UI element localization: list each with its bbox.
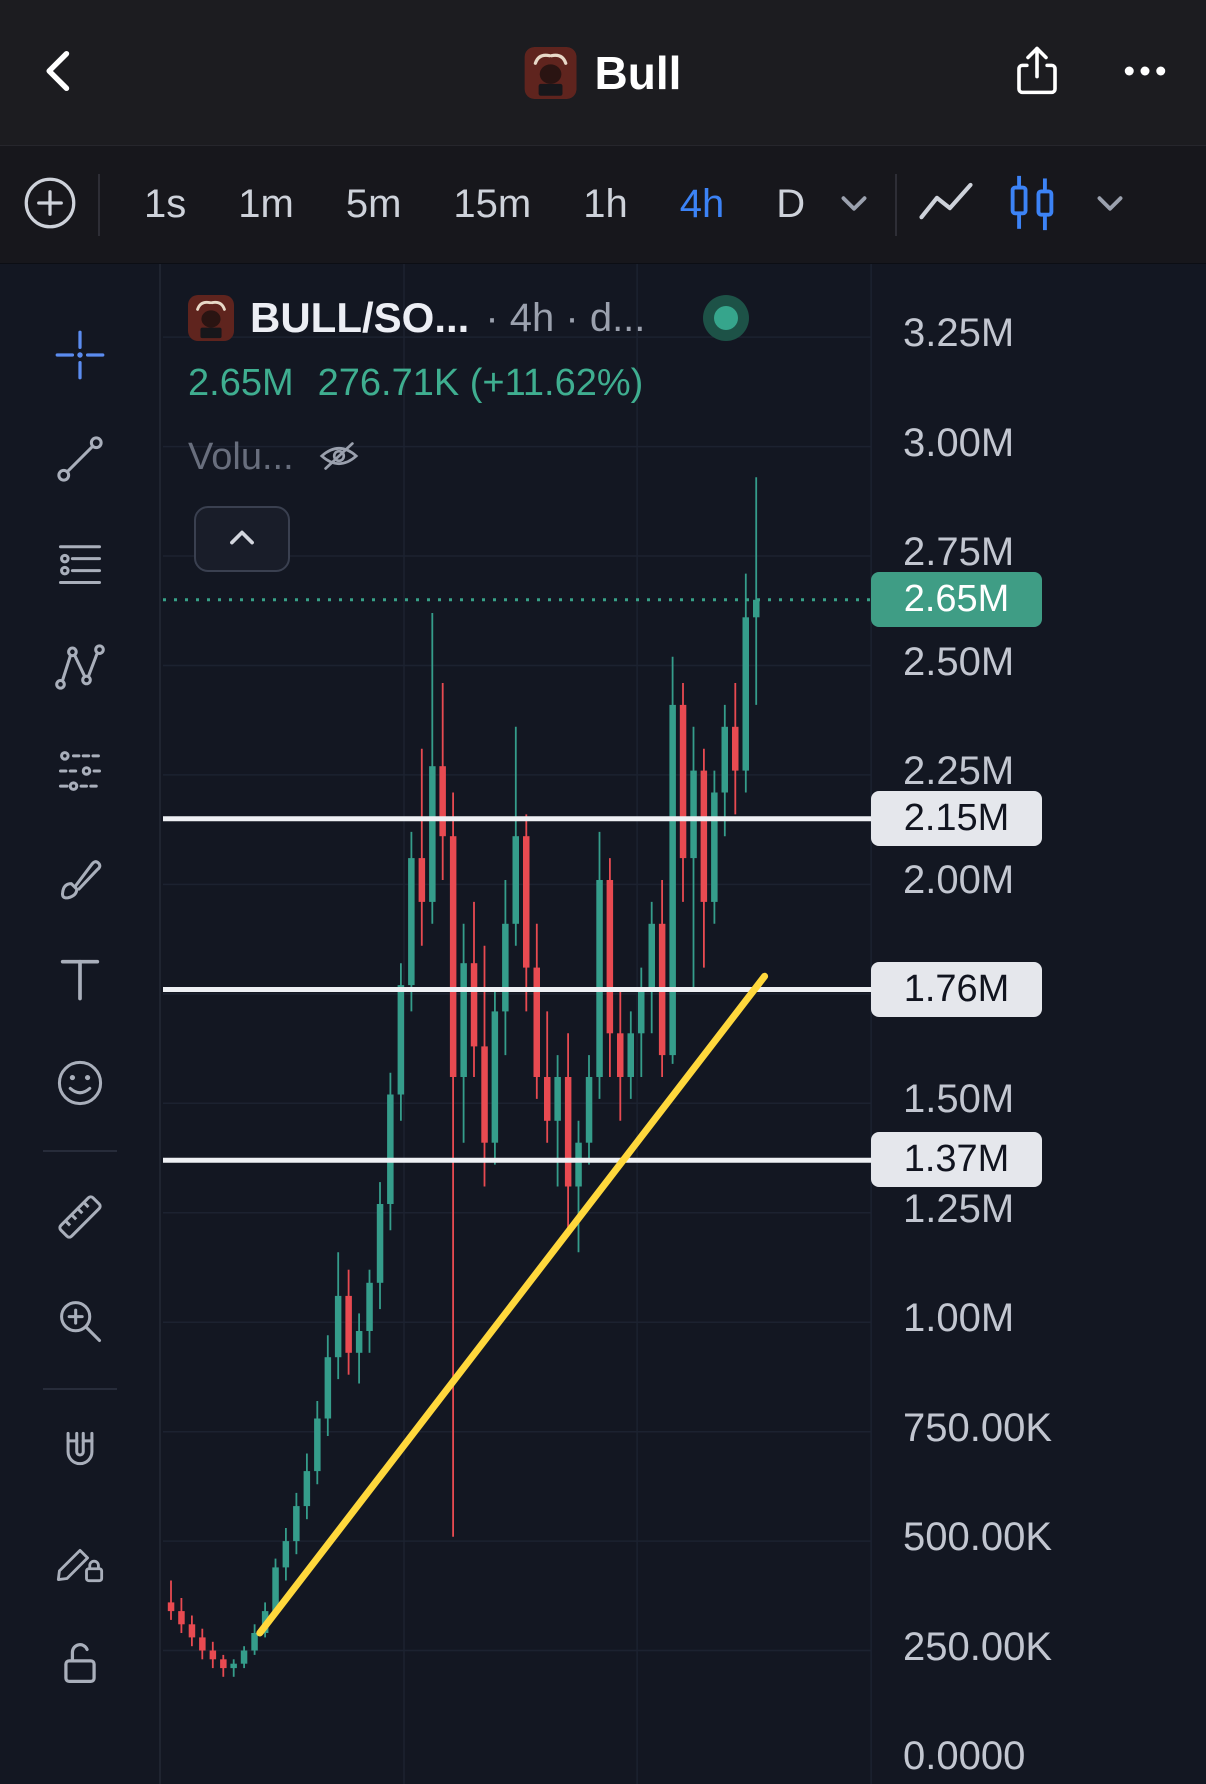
toolbar-divider	[895, 173, 898, 236]
tool-draw-lock[interactable]	[0, 1508, 159, 1612]
market-status-dot	[703, 295, 750, 341]
timeframe-5m[interactable]: 5m	[320, 182, 428, 227]
lock-open-icon	[54, 1637, 106, 1692]
zoom-in-icon	[54, 1295, 106, 1350]
candlestick-style-button[interactable]	[1001, 172, 1063, 237]
ruler-icon	[54, 1191, 106, 1246]
add-indicator-button[interactable]	[20, 173, 80, 236]
add-circle-icon	[20, 173, 80, 236]
legend-symbol-row[interactable]: BULL/SO... · 4h · d...	[188, 294, 750, 342]
drawing-tools-sidebar	[0, 264, 161, 1784]
chevron-up-icon	[220, 516, 264, 563]
back-icon	[34, 45, 86, 100]
more-icon	[1118, 44, 1172, 101]
tools-divider	[42, 1150, 117, 1152]
chart-style-group	[915, 172, 1133, 237]
indicator-dots-icon	[54, 745, 106, 800]
tool-horizontal-lines[interactable]	[0, 512, 159, 616]
tools-divider	[42, 1388, 117, 1390]
tool-crosshair[interactable]	[0, 304, 159, 408]
chevron-down-icon	[1087, 180, 1133, 229]
timeframe-4h[interactable]: 4h	[654, 182, 751, 227]
candlestick-icon	[1001, 172, 1063, 237]
share-button[interactable]	[1010, 44, 1064, 101]
timeframe-D[interactable]: D	[750, 182, 831, 227]
style-dropdown-button[interactable]	[1087, 180, 1133, 229]
line-chart-icon	[915, 172, 977, 237]
tool-brush[interactable]	[0, 824, 159, 928]
toolbar-divider	[98, 173, 100, 236]
emoji-icon	[54, 1057, 106, 1112]
page-title: Bull	[594, 46, 682, 99]
line-chart-style-button[interactable]	[915, 172, 977, 237]
tool-text[interactable]	[0, 928, 159, 1032]
window-title: Bull	[524, 46, 682, 100]
legend-symbol: BULL/SO...	[250, 294, 470, 341]
tool-magnet[interactable]	[0, 1404, 159, 1508]
tool-trend-line[interactable]	[0, 408, 159, 512]
timeframe-1m[interactable]: 1m	[212, 182, 320, 227]
horizontal-lines-icon	[54, 537, 106, 592]
text-icon	[54, 953, 106, 1008]
chevron-down-icon	[831, 180, 877, 229]
timeframe-group: 1s 1m 5m 15m 1h 4h D	[118, 182, 831, 227]
tool-xabcd-pattern[interactable]	[0, 616, 159, 720]
timeframe-dropdown-button[interactable]	[831, 180, 877, 229]
xabcd-pattern-icon	[54, 641, 106, 696]
magnet-icon	[54, 1429, 106, 1484]
tool-zoom-in[interactable]	[0, 1270, 159, 1374]
back-button[interactable]	[34, 45, 86, 100]
more-button[interactable]	[1118, 44, 1172, 101]
crosshair-icon	[54, 329, 106, 384]
trend-line-icon	[54, 433, 106, 488]
legend-collapse-button[interactable]	[194, 506, 290, 572]
eye-off-icon	[316, 433, 362, 482]
tool-lock-open[interactable]	[0, 1612, 159, 1716]
brush-icon	[54, 849, 106, 904]
draw-lock-icon	[54, 1533, 106, 1588]
volume-label: Volu...	[188, 436, 294, 478]
tool-emoji[interactable]	[0, 1032, 159, 1136]
bull-avatar	[188, 295, 234, 341]
legend-interval: · 4h · d...	[485, 295, 646, 340]
bull-avatar	[524, 46, 577, 99]
legend-last-price: 2.65M	[188, 362, 294, 404]
share-icon	[1010, 44, 1064, 101]
tool-indicator-dots[interactable]	[0, 720, 159, 824]
header-actions	[1010, 44, 1172, 101]
app-header: Bull	[0, 0, 1206, 146]
tool-ruler[interactable]	[0, 1166, 159, 1270]
timeframe-15m[interactable]: 15m	[427, 182, 557, 227]
chart-legend: BULL/SO... · 4h · d... 2.65M 276.71K (+1…	[188, 294, 750, 482]
timeframe-1h[interactable]: 1h	[557, 182, 654, 227]
volume-visibility-button[interactable]	[316, 433, 362, 482]
legend-change: 276.71K (+11.62%)	[317, 362, 644, 404]
legend-volume-row: Volu...	[188, 433, 749, 482]
legend-price-row: 2.65M 276.71K (+11.62%)	[188, 362, 749, 405]
timeframe-1s[interactable]: 1s	[118, 182, 212, 227]
chart-toolbar: 1s 1m 5m 15m 1h 4h D	[0, 146, 1206, 264]
